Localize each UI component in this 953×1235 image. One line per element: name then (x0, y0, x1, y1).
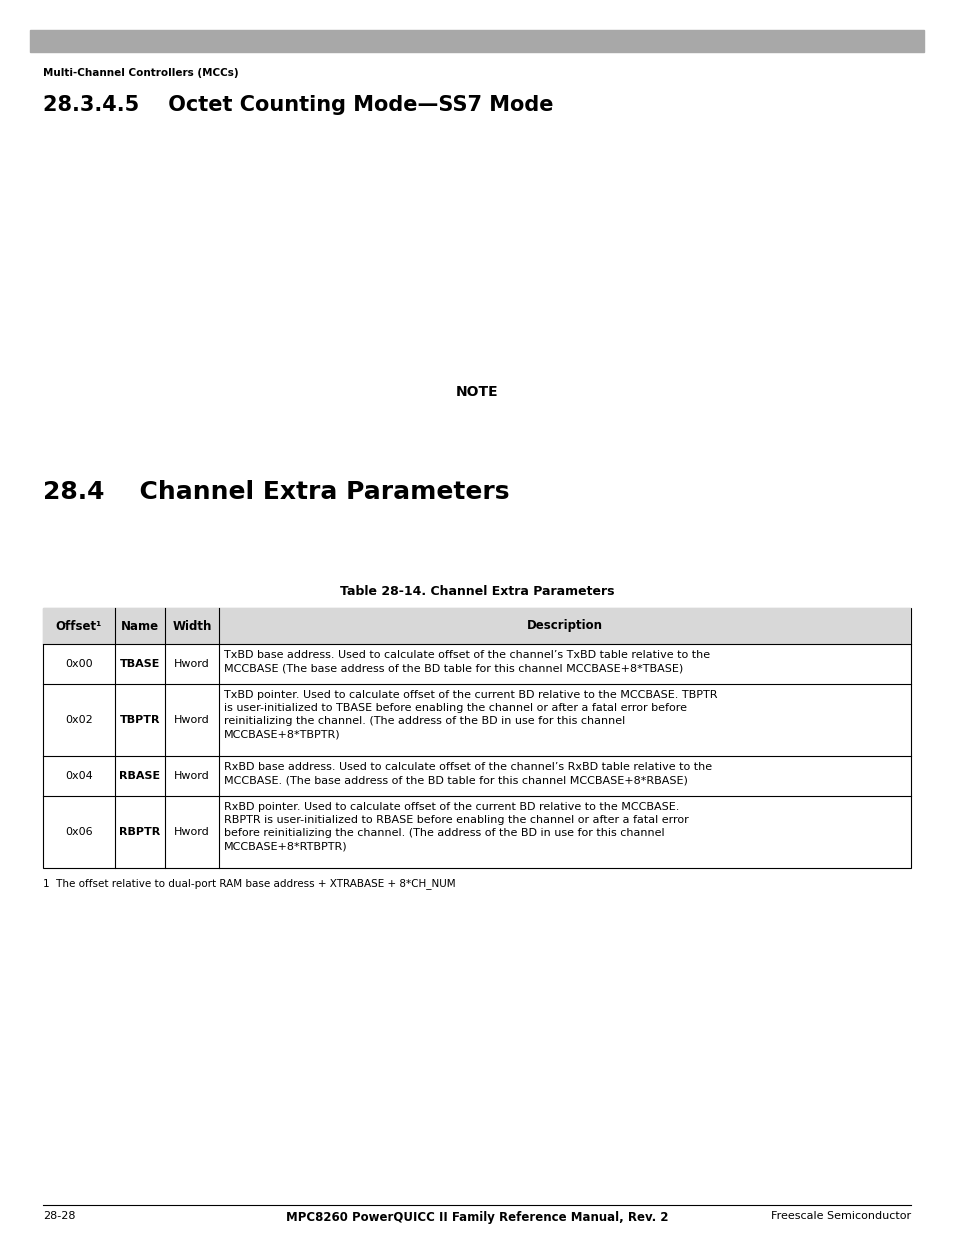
Text: Hword: Hword (174, 715, 210, 725)
Bar (43, 608, 910, 868)
Text: Hword: Hword (174, 827, 210, 837)
Text: 0x06: 0x06 (65, 827, 92, 837)
Text: Hword: Hword (174, 771, 210, 781)
Text: MPC8260 PowerQUICC II Family Reference Manual, Rev. 2: MPC8260 PowerQUICC II Family Reference M… (286, 1212, 667, 1224)
Text: TBPTR: TBPTR (120, 715, 160, 725)
Bar (43, 608, 910, 643)
Text: Freescale Semiconductor: Freescale Semiconductor (770, 1212, 910, 1221)
Text: 0x02: 0x02 (65, 715, 92, 725)
Text: Hword: Hword (174, 659, 210, 669)
Text: 28.4    Channel Extra Parameters: 28.4 Channel Extra Parameters (43, 480, 509, 504)
Text: 28-28: 28-28 (43, 1212, 75, 1221)
Text: RxBD base address. Used to calculate offset of the channel’s RxBD table relative: RxBD base address. Used to calculate off… (224, 762, 711, 785)
Text: 0x04: 0x04 (65, 771, 92, 781)
Text: Table 28-14. Channel Extra Parameters: Table 28-14. Channel Extra Parameters (339, 585, 614, 598)
Text: Name: Name (121, 620, 159, 632)
Text: TBASE: TBASE (120, 659, 160, 669)
Text: 1  The offset relative to dual-port RAM base address + XTRABASE + 8*CH_NUM: 1 The offset relative to dual-port RAM b… (43, 878, 456, 889)
Text: Offset¹: Offset¹ (56, 620, 102, 632)
Text: RBPTR: RBPTR (119, 827, 160, 837)
Text: TxBD base address. Used to calculate offset of the channel’s TxBD table relative: TxBD base address. Used to calculate off… (224, 650, 709, 673)
Text: 28.3.4.5    Octet Counting Mode—SS7 Mode: 28.3.4.5 Octet Counting Mode—SS7 Mode (43, 95, 553, 115)
Bar (30, 30, 923, 52)
Text: Description: Description (526, 620, 602, 632)
Text: Multi-Channel Controllers (MCCs): Multi-Channel Controllers (MCCs) (43, 68, 238, 78)
Text: Width: Width (172, 620, 212, 632)
Text: NOTE: NOTE (456, 385, 497, 399)
Text: RxBD pointer. Used to calculate offset of the current BD relative to the MCCBASE: RxBD pointer. Used to calculate offset o… (224, 802, 688, 852)
Text: RBASE: RBASE (119, 771, 160, 781)
Text: TxBD pointer. Used to calculate offset of the current BD relative to the MCCBASE: TxBD pointer. Used to calculate offset o… (224, 690, 717, 740)
Text: 0x00: 0x00 (65, 659, 92, 669)
